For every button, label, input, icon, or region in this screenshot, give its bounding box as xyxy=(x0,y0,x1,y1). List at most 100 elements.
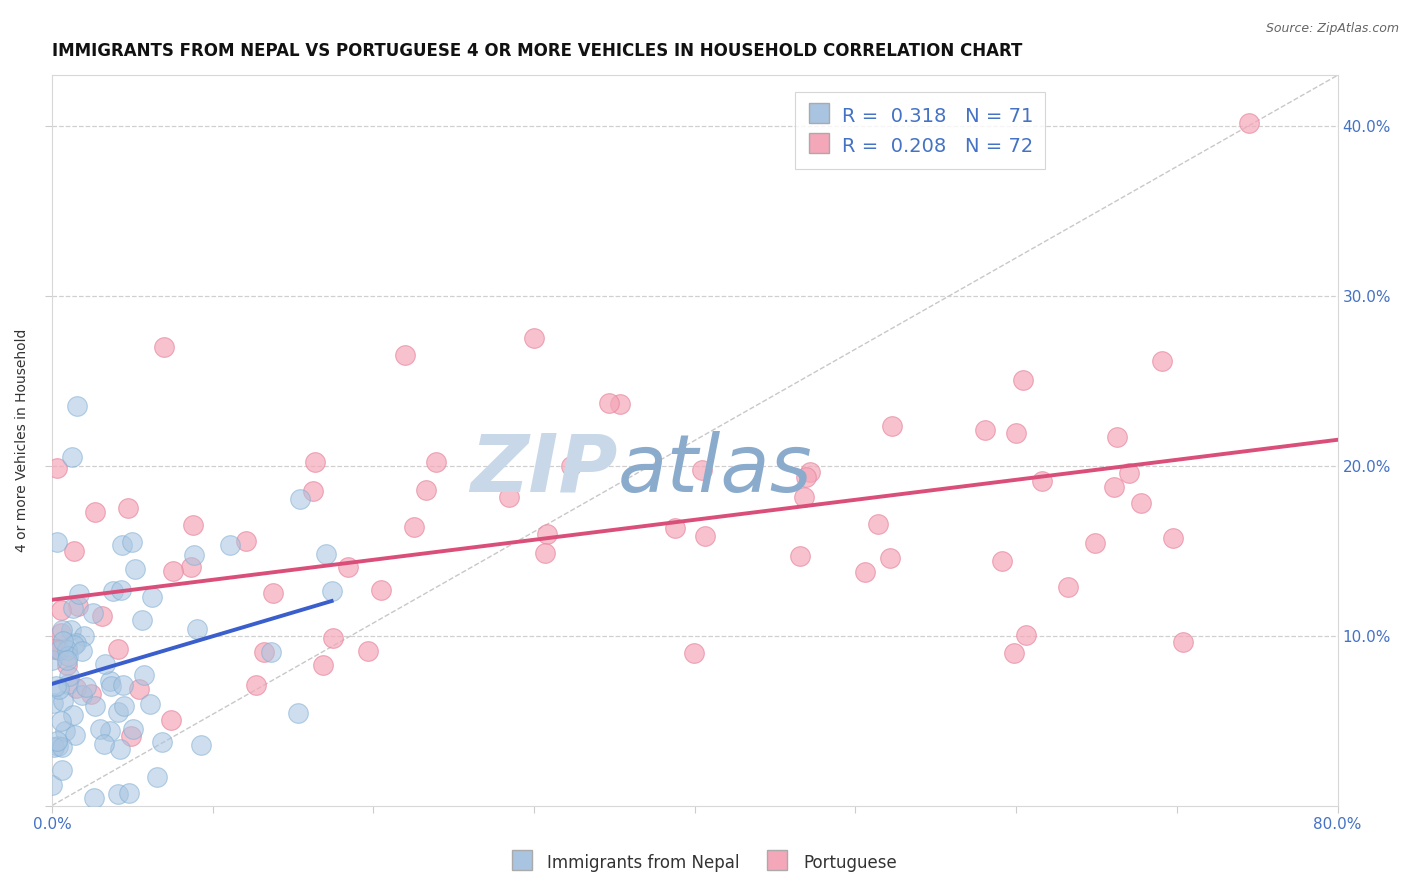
Point xyxy=(253,645,276,659)
Point xyxy=(122,722,145,736)
Point xyxy=(110,583,132,598)
Y-axis label: 4 or more Vehicles in Household: 4 or more Vehicles in Household xyxy=(15,329,30,552)
Point xyxy=(186,622,208,636)
Point xyxy=(107,641,129,656)
Point xyxy=(1171,635,1194,649)
Point xyxy=(322,632,344,646)
Point xyxy=(118,786,141,800)
Point xyxy=(107,787,129,801)
Point xyxy=(65,681,87,695)
Point xyxy=(145,771,167,785)
Point xyxy=(41,642,63,657)
Point xyxy=(111,538,134,552)
Point xyxy=(72,628,94,642)
Point xyxy=(63,638,86,652)
Point xyxy=(536,526,558,541)
Point xyxy=(312,658,335,673)
Point xyxy=(120,729,142,743)
Point xyxy=(42,739,65,754)
Point xyxy=(107,705,129,719)
Point xyxy=(51,714,73,729)
Point xyxy=(67,587,90,601)
Point xyxy=(394,349,416,363)
Point xyxy=(63,728,86,742)
Point xyxy=(260,645,283,659)
Point xyxy=(866,517,889,532)
Point xyxy=(141,590,163,604)
Point xyxy=(100,679,122,693)
Point xyxy=(315,547,337,561)
Point xyxy=(162,564,184,578)
Point xyxy=(598,396,620,410)
Point xyxy=(108,742,131,756)
Point xyxy=(46,739,69,754)
Point xyxy=(534,546,557,560)
Point xyxy=(973,423,995,437)
Point xyxy=(121,535,143,549)
Point xyxy=(48,681,70,696)
Point xyxy=(1015,628,1038,642)
Point xyxy=(55,658,77,673)
Point xyxy=(288,491,311,506)
Point xyxy=(94,657,117,672)
Point xyxy=(83,790,105,805)
Point xyxy=(183,549,205,563)
Point xyxy=(83,505,105,519)
Point xyxy=(1129,496,1152,510)
Point xyxy=(53,724,76,739)
Point xyxy=(59,623,82,637)
Point xyxy=(45,460,67,475)
Point xyxy=(879,551,901,566)
Point xyxy=(415,483,437,498)
Point xyxy=(52,634,75,648)
Point xyxy=(52,693,75,707)
Point xyxy=(45,679,67,693)
Point xyxy=(1239,116,1261,130)
Point xyxy=(1150,354,1173,368)
Point xyxy=(523,331,546,345)
Point xyxy=(67,599,90,614)
Point xyxy=(75,681,97,695)
Point xyxy=(128,681,150,696)
Point xyxy=(695,528,717,542)
Point xyxy=(132,668,155,682)
Point xyxy=(683,646,706,660)
Point xyxy=(82,606,104,620)
Point xyxy=(45,534,67,549)
Point xyxy=(46,641,69,656)
Point xyxy=(1118,466,1140,480)
Legend: Immigrants from Nepal, Portuguese: Immigrants from Nepal, Portuguese xyxy=(502,846,904,880)
Point xyxy=(51,763,73,777)
Point xyxy=(799,465,821,479)
Point xyxy=(111,678,134,692)
Point xyxy=(160,713,183,727)
Point xyxy=(425,455,447,469)
Point xyxy=(60,450,83,465)
Point xyxy=(180,559,202,574)
Point xyxy=(89,723,111,737)
Point xyxy=(58,649,80,664)
Point xyxy=(124,562,146,576)
Point xyxy=(103,583,125,598)
Point xyxy=(112,698,135,713)
Point xyxy=(181,517,204,532)
Point xyxy=(302,483,325,498)
Point xyxy=(42,697,65,711)
Point xyxy=(1102,479,1125,493)
Point xyxy=(1163,532,1185,546)
Point xyxy=(58,677,80,691)
Point xyxy=(853,565,876,579)
Point xyxy=(66,400,89,414)
Point xyxy=(402,520,425,534)
Text: IMMIGRANTS FROM NEPAL VS PORTUGUESE 4 OR MORE VEHICLES IN HOUSEHOLD CORRELATION : IMMIGRANTS FROM NEPAL VS PORTUGUESE 4 OR… xyxy=(52,42,1022,60)
Point xyxy=(1002,646,1025,660)
Point xyxy=(46,734,69,748)
Point xyxy=(690,463,713,477)
Point xyxy=(235,533,257,548)
Point xyxy=(98,723,121,738)
Point xyxy=(882,419,904,434)
Point xyxy=(117,500,139,515)
Point xyxy=(65,635,87,649)
Point xyxy=(63,544,86,558)
Point xyxy=(70,644,93,658)
